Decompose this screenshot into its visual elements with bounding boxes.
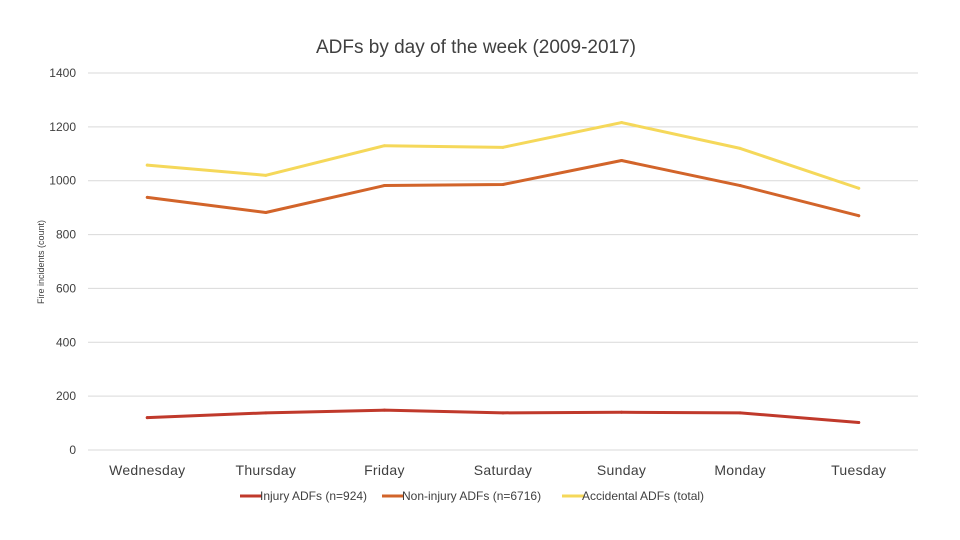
data-point — [738, 184, 742, 188]
legend-label: Injury ADFs (n=924) — [260, 489, 367, 503]
data-point — [145, 195, 149, 199]
legend-label: Accidental ADFs (total) — [582, 489, 704, 503]
y-tick-label: 1400 — [49, 66, 76, 80]
x-tick-label: Saturday — [474, 462, 532, 478]
legend-label: Non-injury ADFs (n=6716) — [402, 489, 541, 503]
y-axis-label: Fire incidents (count) — [36, 220, 46, 304]
data-point — [501, 411, 505, 415]
data-point — [264, 173, 268, 177]
data-point — [382, 408, 386, 412]
data-point — [382, 144, 386, 148]
y-tick-label: 0 — [69, 443, 76, 457]
series-line-2 — [145, 121, 861, 190]
y-tick-label: 400 — [56, 335, 76, 349]
data-point — [620, 159, 624, 163]
data-point — [501, 145, 505, 149]
data-point — [738, 411, 742, 415]
data-point — [382, 184, 386, 188]
chart-title: ADFs by day of the week (2009-2017) — [316, 37, 636, 58]
data-point — [620, 121, 624, 125]
y-tick-label: 1000 — [49, 174, 76, 188]
data-point — [264, 411, 268, 415]
data-point — [857, 214, 861, 218]
series-line-1 — [145, 159, 861, 218]
data-point — [145, 416, 149, 420]
y-tick-label: 800 — [56, 228, 76, 242]
x-tick-label: Monday — [714, 462, 766, 478]
x-tick-label: Wednesday — [109, 462, 185, 478]
data-point — [145, 163, 149, 167]
data-point — [857, 186, 861, 190]
y-tick-label: 200 — [56, 389, 76, 403]
x-tick-label: Friday — [364, 462, 405, 478]
data-point — [264, 210, 268, 214]
x-tick-label: Sunday — [597, 462, 646, 478]
data-point — [857, 421, 861, 425]
x-tick-label: Thursday — [235, 462, 296, 478]
y-tick-label: 600 — [56, 281, 76, 295]
x-tick-label: Tuesday — [831, 462, 886, 478]
data-point — [738, 146, 742, 150]
y-tick-label: 1200 — [49, 120, 76, 134]
data-point — [620, 410, 624, 414]
data-point — [501, 182, 505, 186]
